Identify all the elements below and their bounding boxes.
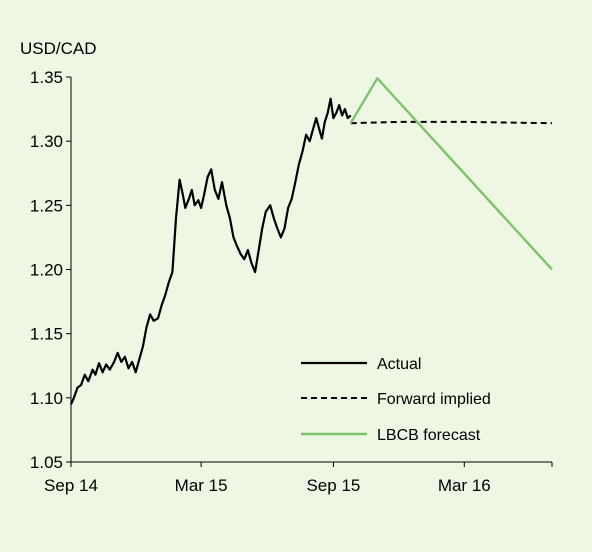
plot-area bbox=[69, 77, 553, 405]
legend-label: LBCB forecast bbox=[377, 427, 481, 444]
y-tick-label: 1.15 bbox=[30, 325, 63, 344]
y-tick-label: 1.05 bbox=[30, 453, 63, 472]
series-lbcb-forecast bbox=[349, 77, 553, 271]
y-tick-label: 1.20 bbox=[30, 261, 63, 280]
legend: Actual Forward implied LBCB forecast bbox=[301, 356, 491, 444]
y-tick-label: 1.30 bbox=[30, 132, 63, 151]
y-tick-label: 1.10 bbox=[30, 389, 63, 408]
series-forward-implied bbox=[350, 120, 553, 125]
x-tick-label: Mar 16 bbox=[438, 476, 491, 495]
y-tick-label: 1.25 bbox=[30, 196, 63, 215]
x-tick-label: Mar 15 bbox=[175, 476, 228, 495]
y-axis-label: USD/CAD bbox=[20, 39, 97, 58]
x-tick-label: Sep 15 bbox=[306, 476, 360, 495]
y-tick-label: 1.35 bbox=[30, 68, 63, 87]
series-actual bbox=[69, 97, 352, 405]
legend-label: Forward implied bbox=[377, 391, 491, 408]
legend-label: Actual bbox=[377, 356, 421, 373]
x-tick-label: Sep 14 bbox=[44, 476, 98, 495]
axes: 1.05 1.10 1.15 1.20 1.25 1.30 1.35 Sep 14 Mar 15… bbox=[30, 68, 553, 495]
